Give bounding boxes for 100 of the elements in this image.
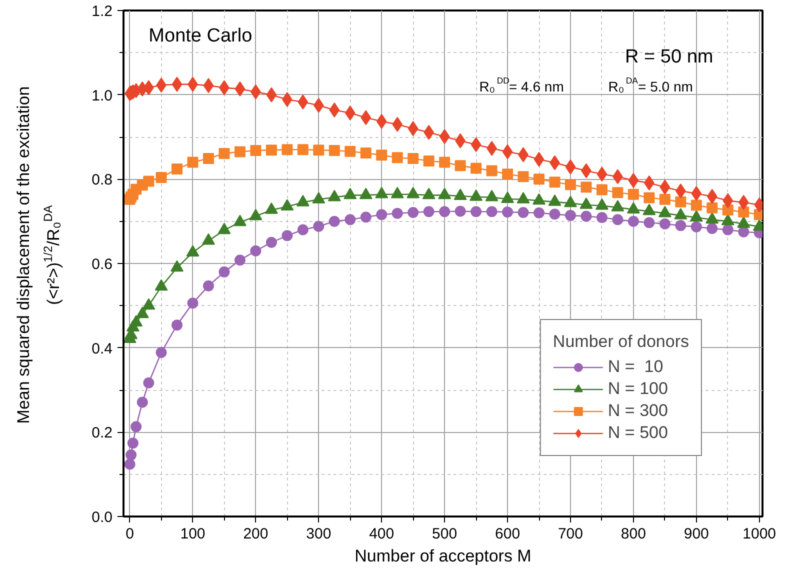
- point: [722, 224, 734, 236]
- point: [172, 320, 183, 331]
- point: [266, 87, 277, 102]
- x-tick-label: 600: [495, 526, 520, 542]
- point: [136, 306, 149, 318]
- point: [470, 206, 482, 218]
- y-tick-label: 0.6: [92, 256, 113, 273]
- point: [675, 183, 686, 198]
- point: [439, 206, 450, 218]
- point: [596, 212, 608, 224]
- point: [376, 114, 387, 129]
- point: [549, 176, 560, 188]
- point: [202, 153, 214, 164]
- point: [234, 81, 246, 96]
- point: [408, 121, 418, 136]
- point: [596, 184, 608, 196]
- point: [266, 144, 277, 156]
- point: [675, 220, 686, 232]
- y-tick-label: 0.8: [92, 172, 113, 189]
- point: [344, 105, 356, 120]
- point: [392, 208, 403, 219]
- point: [127, 438, 138, 449]
- x-tick-label: 400: [369, 526, 394, 542]
- legend-label: N = 10: [608, 357, 664, 377]
- point: [502, 206, 514, 218]
- point: [596, 166, 608, 182]
- point: [454, 206, 466, 217]
- point: [722, 204, 734, 216]
- point: [738, 194, 749, 210]
- point: [328, 216, 340, 227]
- point: [172, 76, 182, 92]
- point: [706, 188, 718, 204]
- point: [187, 156, 198, 168]
- x-axis-title: Number of acceptors M: [354, 546, 532, 566]
- point: [439, 156, 450, 168]
- point: [486, 206, 498, 218]
- point: [628, 172, 639, 188]
- point: [439, 129, 450, 144]
- point: [644, 192, 655, 204]
- point: [313, 220, 324, 232]
- y-tick-label: 1.2: [92, 3, 113, 20]
- point: [344, 214, 356, 226]
- point: [298, 94, 308, 110]
- x-tick-label: 300: [306, 526, 332, 542]
- point: [690, 200, 702, 211]
- point: [297, 224, 308, 236]
- point: [360, 212, 372, 223]
- point: [234, 254, 246, 266]
- point: [612, 187, 624, 198]
- point: [408, 206, 419, 218]
- point: [518, 206, 529, 218]
- point: [218, 148, 230, 159]
- point: [202, 280, 214, 292]
- point: [392, 152, 403, 164]
- x-tick-label: 100: [180, 526, 206, 542]
- point: [344, 146, 356, 157]
- point: [360, 148, 372, 159]
- legend-label: N = 300: [608, 401, 668, 421]
- point: [534, 174, 545, 185]
- point: [470, 137, 482, 152]
- point: [408, 153, 419, 164]
- point: [313, 144, 324, 156]
- point: [218, 266, 230, 278]
- point: [502, 168, 514, 180]
- annotation: Monte Carlo: [148, 25, 252, 46]
- legend-label: N = 500: [608, 423, 668, 443]
- point: [328, 144, 340, 156]
- point: [564, 179, 576, 190]
- point: [124, 458, 136, 470]
- point: [423, 206, 434, 218]
- point: [234, 146, 246, 158]
- point: [518, 171, 529, 182]
- point: [313, 98, 324, 113]
- point: [534, 207, 545, 218]
- point: [126, 449, 137, 460]
- point: [486, 165, 498, 176]
- point: [250, 144, 262, 156]
- point: [266, 236, 277, 248]
- point: [360, 110, 372, 126]
- point: [690, 221, 702, 232]
- x-tick-label: 200: [243, 526, 268, 542]
- point: [502, 144, 513, 160]
- y-tick-label: 0.2: [92, 424, 113, 442]
- point: [659, 194, 670, 205]
- y-tick-label: 0.0: [92, 509, 113, 526]
- point: [549, 208, 560, 220]
- legend-label: N = 100: [608, 379, 668, 399]
- point: [660, 180, 670, 195]
- point: [143, 377, 154, 388]
- point: [706, 223, 718, 234]
- point: [142, 298, 156, 310]
- point: [376, 150, 388, 161]
- point: [187, 298, 198, 309]
- point: [534, 152, 544, 167]
- point: [706, 202, 718, 214]
- x-tick-label: 700: [558, 526, 584, 542]
- point: [143, 176, 154, 187]
- point: [738, 206, 750, 218]
- point: [423, 156, 434, 167]
- point: [156, 172, 167, 183]
